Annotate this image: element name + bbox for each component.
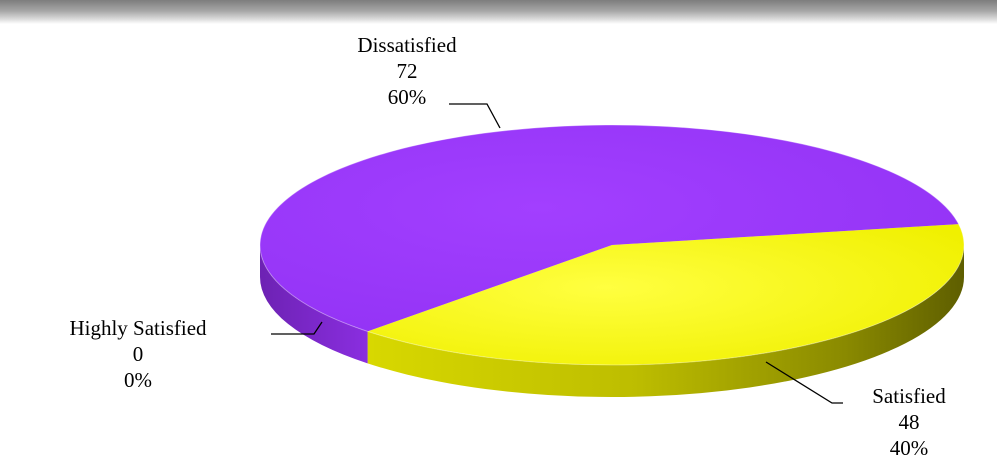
label-name-satisfied: Satisfied <box>872 384 946 408</box>
leader-line-highly-satisfied <box>271 321 323 335</box>
pie-side-dissatisfied <box>260 245 368 364</box>
label-value-highly-satisfied: 0 <box>133 342 144 366</box>
pie-slice-dissatisfied <box>259 124 959 332</box>
label-value-dissatisfied: 72 <box>397 59 418 83</box>
data-label-dissatisfied: Dissatisfied 72 60% <box>357 33 457 109</box>
pie-slices <box>259 124 965 397</box>
pie-side-satisfied <box>367 245 965 397</box>
pie-rim <box>259 124 965 366</box>
label-value-satisfied: 48 <box>899 410 920 434</box>
label-percent-satisfied: 40% <box>890 436 929 460</box>
data-label-highly-satisfied: Highly Satisfied 0 0% <box>69 316 207 392</box>
leader-line-satisfied <box>765 361 843 404</box>
window-top-bar <box>0 0 997 24</box>
label-percent-highly-satisfied: 0% <box>124 368 152 392</box>
label-name-highly-satisfied: Highly Satisfied <box>69 316 207 340</box>
leader-lines <box>271 103 843 404</box>
label-name-dissatisfied: Dissatisfied <box>357 33 457 57</box>
pie-slice-satisfied <box>367 224 964 365</box>
label-percent-dissatisfied: 60% <box>388 85 427 109</box>
leader-line-dissatisfied <box>449 103 501 129</box>
data-label-satisfied: Satisfied 48 40% <box>872 384 946 460</box>
